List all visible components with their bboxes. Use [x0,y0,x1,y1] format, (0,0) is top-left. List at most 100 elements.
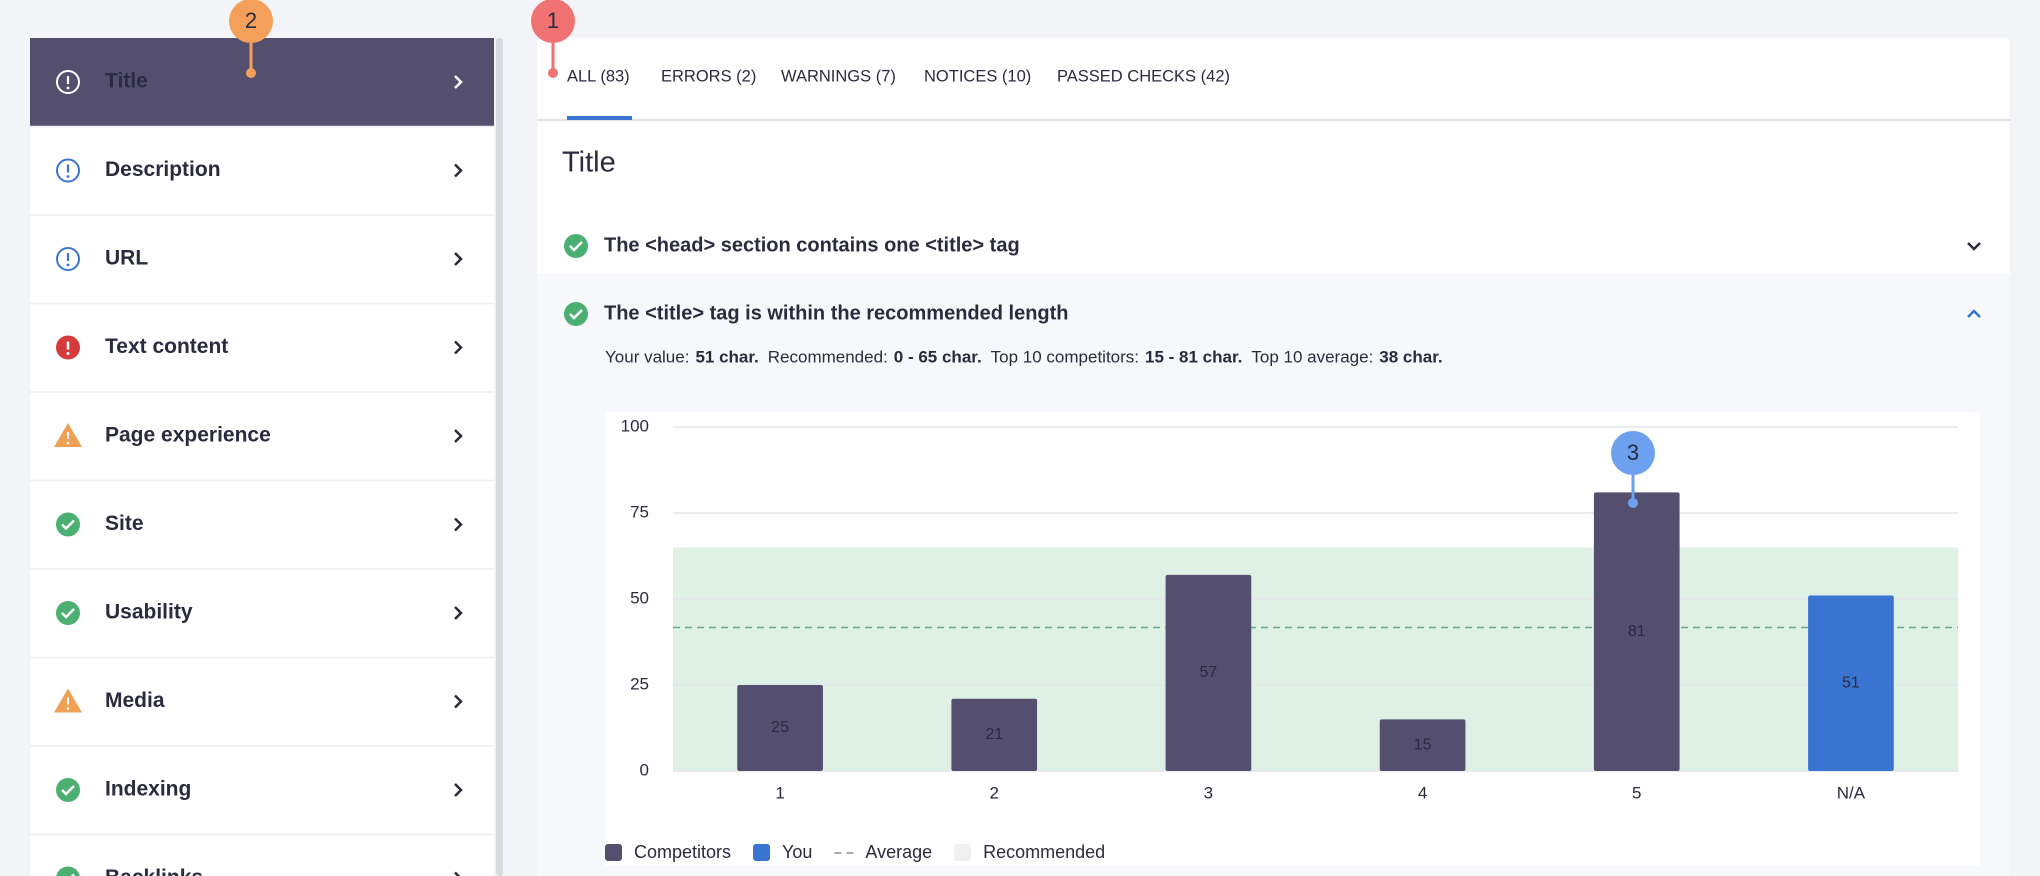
x-tick-label: 2 [990,783,999,802]
icon-notice [66,86,70,90]
annotation-number: 2 [245,8,257,33]
tab[interactable]: NOTICES (10) [924,67,1031,85]
icon-pass [56,601,80,625]
icon-notice [66,263,70,267]
sidebar-item-label[interactable]: Media [105,689,165,712]
icon-error [66,352,70,355]
sidebar-item-label[interactable]: Indexing [105,778,191,801]
detail-label: Top 10 average: [1251,347,1373,366]
y-tick-label: 50 [630,588,649,607]
annotation-number: 3 [1627,440,1639,465]
x-tick-label: 4 [1418,783,1427,802]
sidebar-item-label[interactable]: Site [105,512,144,535]
detail-value: 38 char. [1379,347,1442,366]
detail-value: 15 - 81 char. [1145,347,1242,366]
scrollbar[interactable] [496,38,503,876]
recommended-band [673,547,1958,771]
detail-value: 51 char. [695,347,758,366]
x-tick-label: 1 [775,783,784,802]
bar-value-label: 15 [1414,736,1432,753]
chevron [454,517,463,532]
sidebar-item-label[interactable]: Backlinks [105,866,203,876]
icon-pass [564,302,588,326]
annotation-badge [1611,431,1655,475]
sidebar-item-active[interactable] [30,38,494,126]
chevron [454,871,461,876]
y-tick-label: 100 [621,416,649,435]
icon-pass [569,241,583,252]
bar[interactable] [1808,595,1894,771]
sidebar-item-label[interactable]: Text content [105,335,228,358]
legend-label: Average [865,842,932,862]
icon-pass [61,785,75,796]
bar[interactable] [1593,492,1680,771]
check-title[interactable]: The <head> section contains one <title> … [604,234,1020,256]
tab[interactable]: ERRORS (2) [661,67,756,85]
x-tick-label: 5 [1632,783,1641,802]
check-title[interactable]: The <title> tag is within the recommende… [604,302,1069,324]
legend-label: You [782,842,812,862]
legend-swatch [753,844,771,861]
icon-pass [56,866,80,876]
detail-value: 0 - 65 char. [894,347,982,366]
icon-pass [564,234,588,258]
chevron [454,429,463,443]
y-tick-label: 75 [630,502,649,521]
bar[interactable] [951,698,1038,771]
chevron [454,75,463,89]
chevron [454,163,463,178]
chevron [454,252,463,266]
icon-warning [66,441,70,445]
tab[interactable]: ALL (83) [567,67,630,85]
icon-notice [56,158,80,183]
chevron [454,340,463,355]
bar-value-label: 25 [771,719,789,736]
y-tick-label: 0 [640,760,649,779]
bar-value-label: 21 [985,726,1003,743]
sidebar-item-label[interactable]: Title [105,70,148,93]
bar[interactable] [737,685,823,771]
y-tick-label: 25 [630,674,649,693]
annotation-badge [531,0,575,43]
annotation-number: 1 [547,8,559,33]
sidebar-item-label[interactable]: URL [105,247,148,270]
icon-pass [61,608,75,619]
legend-swatch [605,844,622,861]
icon-pass [61,519,75,531]
icon-notice [56,247,80,271]
chevron [454,606,463,620]
legend-swatch [954,844,972,861]
detail-label: Your value: [605,347,689,366]
icon-pass [56,512,80,537]
bar[interactable] [1379,719,1466,771]
sidebar-item-label[interactable]: Description [105,158,221,181]
icon-warning [66,707,70,710]
tab[interactable]: PASSED CHECKS (42) [1057,67,1230,85]
legend-label: Competitors [634,842,731,862]
bar-value-label: 51 [1842,674,1860,691]
detail-label: Recommended: [768,347,888,366]
x-tick-label: 3 [1204,783,1213,802]
bar-value-label: 81 [1628,623,1646,640]
sidebar [30,38,494,876]
tab[interactable]: WARNINGS (7) [781,67,896,85]
bar-value-label: 57 [1200,664,1218,681]
sidebar-item-label[interactable]: Page experience [105,424,271,447]
icon-notice [56,70,80,94]
annotation-dot [246,68,256,78]
annotation-dot [1628,498,1638,508]
x-tick-label: N/A [1837,783,1866,802]
chevron-up [1967,309,1981,318]
legend-label: Recommended [983,842,1105,862]
icon-pass [569,309,583,320]
sidebar-item-label[interactable]: Usability [105,601,193,624]
annotation-badge [229,0,273,43]
chevron [454,694,463,709]
icon-notice [66,175,70,178]
annotation-dot [548,68,558,78]
section-title: Title [562,147,616,179]
bar[interactable] [1165,574,1252,771]
tab-underline [567,116,632,120]
